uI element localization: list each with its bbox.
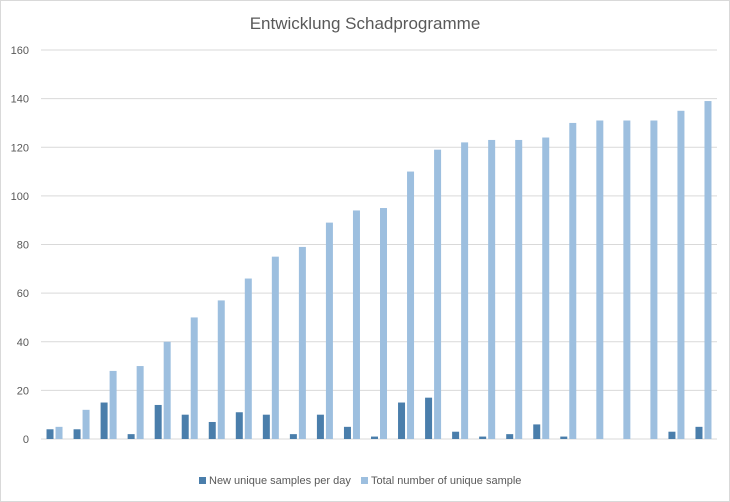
y-tick-label-100: 100 xyxy=(11,191,29,203)
legend: New unique samples per day Total number … xyxy=(199,475,521,487)
bar-new-samples-9 xyxy=(262,414,270,439)
bar-new-samples-24 xyxy=(668,431,676,439)
bar-new-samples-1 xyxy=(46,429,54,439)
bar-new-samples-18 xyxy=(506,434,514,439)
bar-total-samples-7 xyxy=(217,300,225,439)
bar-total-samples-12 xyxy=(352,210,360,439)
y-tick-label-20: 20 xyxy=(17,385,29,397)
bar-new-samples-25 xyxy=(695,426,703,439)
bar-total-samples-19 xyxy=(542,137,550,439)
bar-new-samples-5 xyxy=(154,404,162,439)
bar-new-samples-3 xyxy=(100,402,108,439)
bar-total-samples-24 xyxy=(677,110,685,439)
bar-new-samples-8 xyxy=(235,412,243,439)
bar-new-samples-17 xyxy=(479,436,487,439)
bar-total-samples-14 xyxy=(407,171,415,439)
bar-new-samples-12 xyxy=(343,426,351,439)
bar-new-samples-14 xyxy=(398,402,406,439)
bar-new-samples-13 xyxy=(371,436,378,439)
y-tick-label-80: 80 xyxy=(17,240,29,252)
bar-new-samples-7 xyxy=(208,421,216,439)
y-tick-label-60: 60 xyxy=(17,288,29,300)
bar-new-samples-20 xyxy=(560,436,568,439)
bar-total-samples-10 xyxy=(298,246,306,439)
legend-swatch-total-samples xyxy=(361,477,368,484)
bar-total-samples-17 xyxy=(488,139,496,440)
bar-total-samples-5 xyxy=(163,341,171,439)
legend-label-new-samples: New unique samples per day xyxy=(209,475,351,487)
bar-total-samples-21 xyxy=(596,120,604,439)
bar-new-samples-2 xyxy=(73,429,81,439)
bar-total-samples-23 xyxy=(650,120,658,439)
legend-swatch-new-samples xyxy=(199,477,206,484)
bar-total-samples-6 xyxy=(190,317,198,439)
bars xyxy=(46,101,712,440)
bar-new-samples-19 xyxy=(533,424,541,439)
bar-new-samples-16 xyxy=(452,431,460,439)
bar-new-samples-10 xyxy=(289,434,297,439)
bar-new-samples-6 xyxy=(181,414,189,439)
legend-label-total-samples: Total number of unique sample xyxy=(371,475,521,487)
y-tick-label-40: 40 xyxy=(17,337,29,349)
bar-total-samples-1 xyxy=(55,426,63,439)
gridlines xyxy=(41,49,717,440)
bar-total-samples-11 xyxy=(325,222,333,439)
bar-total-samples-3 xyxy=(109,370,117,439)
bar-total-samples-9 xyxy=(271,256,279,439)
y-tick-label-120: 120 xyxy=(11,142,29,154)
bar-total-samples-2 xyxy=(82,409,90,439)
y-tick-label-160: 160 xyxy=(11,45,29,57)
bar-total-samples-25 xyxy=(704,101,712,440)
y-axis-ticks: 0 20 40 60 80 100 120 140 160 xyxy=(11,45,29,446)
y-tick-label-0: 0 xyxy=(23,434,29,446)
y-tick-label-140: 140 xyxy=(11,94,29,106)
bar-new-samples-4 xyxy=(127,434,135,439)
bar-new-samples-11 xyxy=(316,414,324,439)
bar-total-samples-8 xyxy=(244,278,252,439)
bar-total-samples-18 xyxy=(515,139,523,440)
bar-total-samples-16 xyxy=(461,142,469,439)
bar-total-samples-4 xyxy=(136,366,144,439)
bar-total-samples-15 xyxy=(434,149,442,439)
chart-title: Entwicklung Schadprogramme xyxy=(250,14,481,33)
bar-new-samples-15 xyxy=(425,397,433,439)
bar-total-samples-20 xyxy=(569,122,577,439)
bar-total-samples-22 xyxy=(623,120,631,439)
bar-total-samples-13 xyxy=(380,208,387,439)
